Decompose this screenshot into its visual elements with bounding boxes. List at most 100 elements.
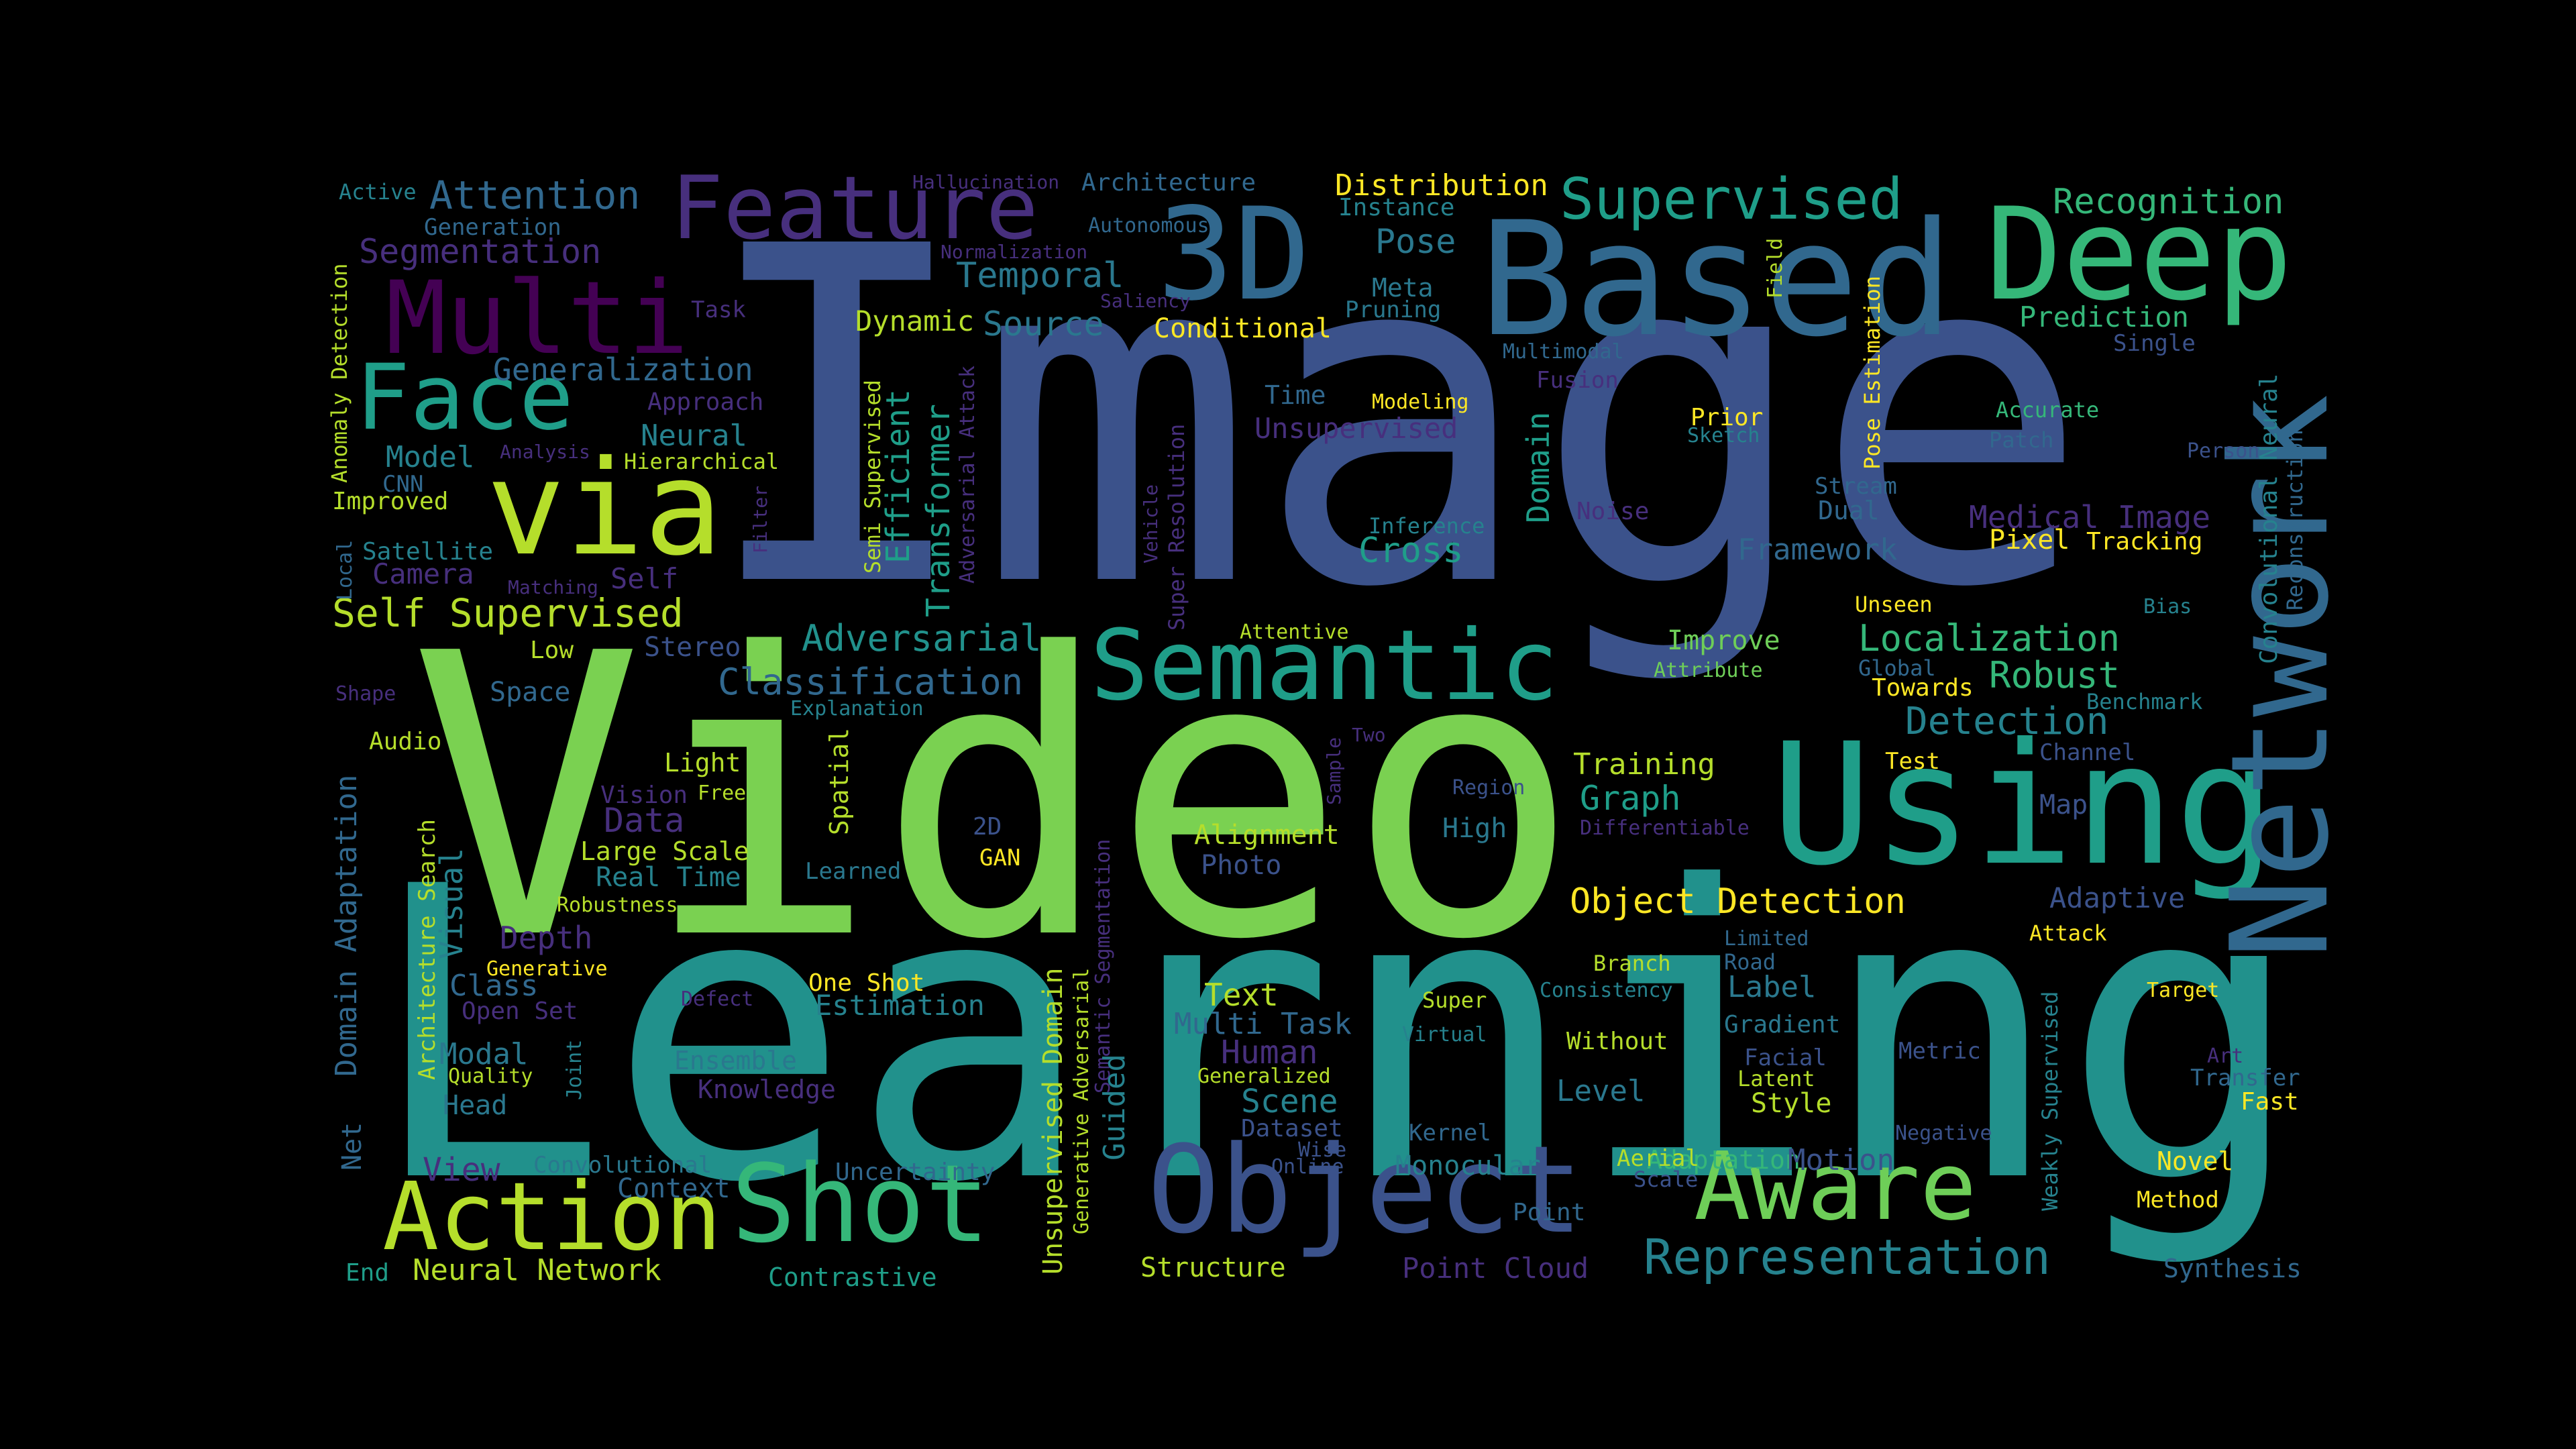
word-light: Light [664, 748, 741, 777]
word-segmentation: Segmentation [359, 232, 602, 271]
word-attention: Attention [429, 172, 641, 218]
word-task: Task [691, 297, 746, 323]
word-dynamic: Dynamic [855, 305, 975, 337]
word-convolutional: Convolutional [533, 1152, 712, 1179]
word-attack: Attack [2029, 920, 2107, 946]
word-without: Without [1566, 1028, 1668, 1055]
word-transformer: Transformer [920, 404, 957, 617]
word-bias: Bias [2143, 595, 2192, 619]
word-super: Super [1422, 987, 1487, 1013]
word-learning: Learning [366, 802, 2304, 1271]
word-structure: Structure [1140, 1252, 1286, 1283]
word-virtual: Virtual [1402, 1023, 1487, 1046]
word-latent: Latent [1737, 1066, 1815, 1091]
word-satellite: Satellite [362, 538, 494, 566]
word-patch: Patch [1989, 427, 2054, 453]
word-end: End [345, 1259, 390, 1287]
word-context: Context [617, 1173, 731, 1204]
word-test: Test [1885, 748, 1940, 775]
word-source: Source [983, 305, 1104, 343]
word-fusion: Fusion [1536, 367, 1619, 394]
word-based: Based [1479, 189, 1954, 372]
word-channel: Channel [2039, 739, 2136, 766]
word-matching: Matching [508, 576, 598, 598]
word-quality: Quality [448, 1065, 533, 1088]
word-tracking: Tracking [2086, 528, 2203, 555]
word-gradient: Gradient [1724, 1011, 1841, 1038]
word-conditional: Conditional [1154, 313, 1332, 344]
word-fast: Fast [2241, 1088, 2299, 1116]
word-consistency: Consistency [1540, 979, 1673, 1002]
word-prior: Prior [1690, 404, 1764, 431]
word-distribution: Distribution [1335, 168, 1548, 203]
word-multimodal: Multimodal [1503, 340, 1624, 364]
word-object: Object [1147, 1120, 1584, 1260]
word-pruning: Pruning [1345, 297, 1442, 323]
word-limited: Limited [1724, 927, 1809, 951]
word-stream: Stream [1815, 473, 1897, 500]
word-self-supervised: Self Supervised [332, 590, 684, 636]
word-field: Field [1764, 237, 1787, 299]
word-adversarial-attack: Adversarial Attack [956, 365, 979, 584]
word-aerial: Aerial [1617, 1145, 1699, 1172]
word-class: Class [449, 969, 539, 1003]
word-negative: Negative [1895, 1122, 1992, 1145]
word-neural: Neural [641, 419, 747, 453]
word-generative: Generative [486, 957, 608, 981]
word-scene: Scene [1241, 1083, 1338, 1120]
word-robustness: Robustness [557, 894, 678, 917]
word-map: Map [2039, 790, 2088, 820]
word-defect: Defect [681, 987, 754, 1011]
word-supervised: Supervised [1560, 166, 1903, 233]
word-face: Face [356, 345, 574, 450]
word-road: Road [1724, 949, 1776, 975]
word-semantic: Semantic [1090, 609, 1559, 722]
word-recognition: Recognition [2053, 182, 2284, 222]
word-generalized: Generalized [1197, 1065, 1331, 1088]
word-space: Space [490, 677, 571, 708]
word-global: Global [1858, 655, 1936, 681]
word-robust: Robust [1989, 654, 2121, 696]
word-pose: Pose [1375, 222, 1456, 261]
word-deep: Deep [1986, 180, 2293, 329]
word-improved: Improved [332, 488, 449, 515]
word-uncertainty: Uncertainty [835, 1159, 996, 1186]
word-autonomous: Autonomous [1088, 214, 1210, 237]
word-metric: Metric [1898, 1038, 1981, 1065]
word-open-set: Open Set [462, 998, 578, 1025]
word-self: Self [610, 562, 679, 595]
word-action: Action [382, 1163, 722, 1272]
word-stereo: Stereo [644, 632, 741, 663]
word-view: View [423, 1151, 500, 1189]
word-depth: Depth [500, 920, 593, 956]
word-transfer: Transfer [2190, 1065, 2300, 1091]
word-improve: Improve [1667, 625, 1780, 656]
word-architecture: Architecture [1081, 169, 1256, 197]
word-image: Image [698, 150, 2092, 688]
word-point-cloud: Point Cloud [1402, 1252, 1589, 1285]
word-learned: Learned [805, 858, 902, 885]
word-point: Point [1513, 1199, 1586, 1226]
word-accurate: Accurate [1996, 397, 2100, 423]
word-temporal: Temporal [956, 256, 1124, 296]
word-visual: Visual [433, 847, 470, 959]
word-human: Human [1221, 1034, 1318, 1071]
word-monocular: Monocular [1395, 1150, 1541, 1181]
word-meta: Meta [1372, 273, 1434, 303]
word-online: Online [1271, 1155, 1344, 1179]
word-knowledge: Knowledge [698, 1075, 836, 1104]
word-attribute: Attribute [1654, 659, 1763, 682]
word-audio: Audio [369, 728, 442, 755]
word-towards: Towards [1872, 674, 1974, 702]
word-prediction: Prediction [2019, 301, 2189, 333]
word-using: Using [1771, 707, 2276, 902]
word-video: Video [409, 572, 1580, 1024]
word-localization: Localization [1858, 617, 2121, 659]
word-multi-task: Multi Task [1174, 1007, 1352, 1041]
word-noise: Noise [1576, 498, 1650, 525]
word-model: Model [386, 440, 475, 474]
word-shot: Shot [731, 1141, 990, 1267]
word-classification: Classification [718, 661, 1024, 703]
word-vehicle: Vehicle [1140, 484, 1162, 564]
word-framework: Framework [1737, 533, 1898, 567]
